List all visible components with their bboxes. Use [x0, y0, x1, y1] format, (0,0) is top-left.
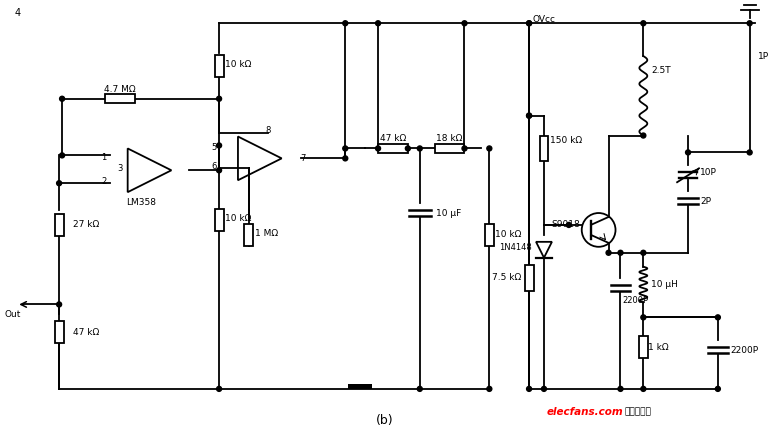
Circle shape — [641, 250, 646, 255]
Text: (b): (b) — [376, 414, 394, 427]
Circle shape — [375, 146, 381, 151]
Text: 2200P: 2200P — [731, 346, 759, 355]
Text: 47 kΩ: 47 kΩ — [73, 328, 100, 337]
Circle shape — [606, 250, 611, 255]
Circle shape — [527, 21, 532, 26]
Text: 6: 6 — [212, 162, 217, 171]
Circle shape — [59, 153, 65, 158]
Bar — [435, 144, 465, 153]
Circle shape — [641, 315, 646, 320]
Circle shape — [686, 150, 690, 155]
Bar — [105, 94, 134, 103]
Text: 4: 4 — [15, 8, 21, 18]
Circle shape — [462, 146, 467, 151]
Circle shape — [59, 96, 65, 101]
Text: 8: 8 — [265, 126, 270, 135]
Text: 1 MΩ: 1 MΩ — [255, 229, 278, 239]
Text: 150 kΩ: 150 kΩ — [550, 136, 582, 145]
Bar — [55, 214, 63, 236]
Bar — [215, 209, 224, 231]
Bar — [378, 144, 408, 153]
Circle shape — [56, 181, 62, 186]
Text: 18 kΩ: 18 kΩ — [436, 134, 462, 143]
Circle shape — [217, 386, 222, 391]
Circle shape — [716, 386, 720, 391]
Circle shape — [343, 21, 347, 26]
Text: 2P: 2P — [700, 197, 711, 206]
Text: Out: Out — [4, 310, 21, 319]
Circle shape — [418, 386, 422, 391]
Circle shape — [56, 302, 62, 307]
Text: 27 kΩ: 27 kΩ — [73, 220, 100, 229]
Text: 5: 5 — [212, 143, 217, 152]
Circle shape — [462, 21, 467, 26]
Text: 10 kΩ: 10 kΩ — [225, 214, 252, 223]
Circle shape — [567, 223, 571, 227]
Text: 3: 3 — [117, 164, 123, 173]
Circle shape — [418, 146, 422, 151]
Bar — [540, 136, 548, 162]
Text: 10P: 10P — [700, 168, 717, 177]
Text: 7.5 kΩ: 7.5 kΩ — [492, 273, 521, 282]
Text: 10 kΩ: 10 kΩ — [496, 230, 522, 239]
Text: 47 kΩ: 47 kΩ — [380, 134, 406, 143]
Circle shape — [747, 150, 752, 155]
Circle shape — [716, 315, 720, 320]
Text: elecfans.com: elecfans.com — [547, 407, 624, 417]
Circle shape — [375, 21, 381, 26]
Text: 1: 1 — [101, 153, 107, 162]
Circle shape — [405, 146, 411, 151]
Bar — [245, 224, 253, 246]
Text: OVcc: OVcc — [532, 15, 555, 24]
Circle shape — [618, 386, 623, 391]
Circle shape — [747, 21, 752, 26]
Circle shape — [487, 146, 492, 151]
Circle shape — [217, 96, 222, 101]
Circle shape — [217, 168, 222, 173]
Bar — [525, 265, 533, 291]
Bar — [348, 384, 372, 389]
Circle shape — [343, 146, 347, 151]
Circle shape — [527, 21, 532, 26]
Circle shape — [541, 386, 547, 391]
Bar — [215, 55, 224, 77]
Bar — [55, 321, 63, 343]
Text: 2200P: 2200P — [622, 296, 648, 305]
Circle shape — [527, 113, 532, 118]
Text: 2: 2 — [101, 177, 107, 186]
Circle shape — [641, 21, 646, 26]
Text: LM358: LM358 — [127, 197, 157, 207]
Circle shape — [527, 113, 532, 118]
Text: 7: 7 — [300, 154, 305, 163]
Text: 1P: 1P — [757, 52, 769, 61]
Circle shape — [343, 156, 347, 161]
Bar — [639, 336, 648, 358]
Text: 4.7 MΩ: 4.7 MΩ — [104, 85, 136, 94]
Text: 10 kΩ: 10 kΩ — [225, 61, 252, 69]
Bar — [485, 224, 494, 246]
Text: 10 μF: 10 μF — [435, 209, 461, 217]
Text: 2.5T: 2.5T — [652, 66, 671, 75]
Text: 10 μH: 10 μH — [652, 280, 678, 289]
Text: 1N4148: 1N4148 — [499, 243, 532, 252]
Circle shape — [527, 386, 532, 391]
Text: S9018: S9018 — [551, 220, 580, 229]
Circle shape — [487, 386, 492, 391]
Circle shape — [641, 133, 646, 138]
Text: 电子发烧友: 电子发烧友 — [625, 407, 652, 416]
Circle shape — [217, 143, 222, 148]
Circle shape — [641, 386, 646, 391]
Circle shape — [618, 250, 623, 255]
Text: 1 kΩ: 1 kΩ — [648, 343, 669, 352]
